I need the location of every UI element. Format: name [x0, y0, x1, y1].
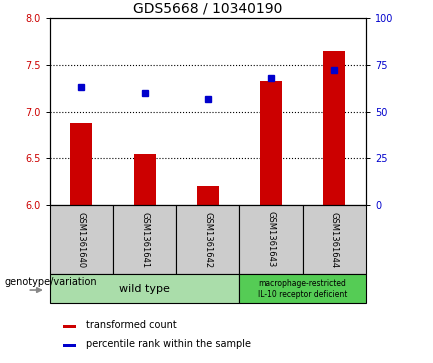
Title: GDS5668 / 10340190: GDS5668 / 10340190: [133, 1, 282, 16]
Text: GSM1361641: GSM1361641: [140, 212, 149, 268]
Text: GSM1361643: GSM1361643: [267, 212, 275, 268]
Bar: [197, 187, 219, 205]
Bar: [323, 51, 346, 205]
Bar: [176, 205, 239, 274]
Text: genotype/variation: genotype/variation: [4, 277, 97, 287]
Text: percentile rank within the sample: percentile rank within the sample: [86, 339, 251, 349]
Bar: [50, 205, 113, 274]
Bar: [239, 274, 366, 303]
Bar: [113, 205, 176, 274]
Bar: [303, 205, 366, 274]
Bar: [239, 205, 303, 274]
Text: GSM1361644: GSM1361644: [330, 212, 339, 268]
Bar: [63, 325, 76, 329]
Bar: [260, 81, 282, 205]
Text: macrophage-restricted
IL-10 receptor deficient: macrophage-restricted IL-10 receptor def…: [258, 278, 347, 299]
Text: GSM1361640: GSM1361640: [77, 212, 86, 268]
Bar: [63, 344, 76, 347]
Bar: [133, 154, 156, 205]
Text: GSM1361642: GSM1361642: [204, 212, 212, 268]
Bar: [70, 123, 93, 205]
Text: wild type: wild type: [119, 284, 170, 294]
Text: transformed count: transformed count: [86, 320, 177, 330]
Bar: [50, 274, 239, 303]
